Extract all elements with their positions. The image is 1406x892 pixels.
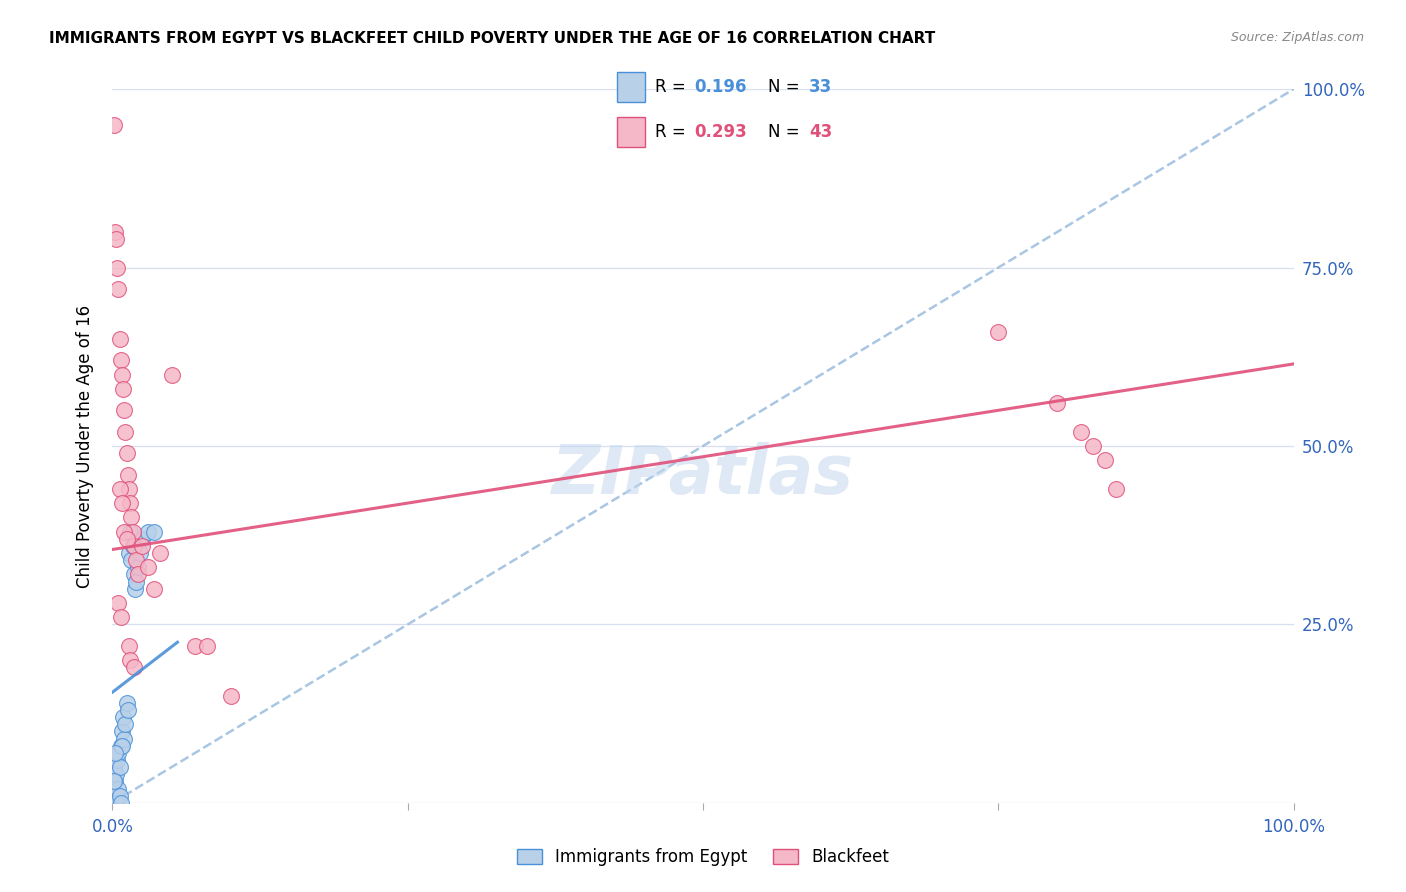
- Point: [110, 353, 132, 368]
- Text: N =: N =: [768, 78, 804, 95]
- Point: [184, 639, 207, 653]
- Point: [128, 546, 150, 560]
- Point: [987, 325, 1010, 339]
- Point: [125, 574, 148, 589]
- Point: [107, 596, 129, 610]
- Point: [115, 446, 138, 460]
- Point: [111, 368, 134, 382]
- Point: [122, 539, 145, 553]
- Text: 43: 43: [808, 123, 832, 141]
- Point: [124, 582, 146, 596]
- Point: [105, 232, 128, 246]
- Point: [121, 524, 143, 539]
- Point: [112, 524, 135, 539]
- Text: ZIPatlas: ZIPatlas: [553, 442, 853, 508]
- Text: 33: 33: [808, 78, 832, 95]
- Point: [1094, 453, 1116, 467]
- Point: [108, 482, 131, 496]
- Point: [120, 496, 142, 510]
- Point: [111, 724, 134, 739]
- Point: [104, 774, 127, 789]
- Point: [127, 560, 149, 574]
- Point: [117, 467, 139, 482]
- Point: [117, 703, 139, 717]
- Text: R =: R =: [655, 78, 692, 95]
- FancyBboxPatch shape: [617, 117, 644, 147]
- Point: [121, 539, 143, 553]
- Point: [142, 524, 165, 539]
- Point: [120, 524, 142, 539]
- Point: [105, 260, 128, 275]
- Point: [105, 796, 128, 810]
- Point: [120, 653, 142, 667]
- Point: [1046, 396, 1069, 410]
- Point: [160, 368, 183, 382]
- Point: [110, 739, 132, 753]
- Point: [112, 731, 135, 746]
- Point: [115, 532, 138, 546]
- Legend: Immigrants from Egypt, Blackfeet: Immigrants from Egypt, Blackfeet: [510, 842, 896, 873]
- Text: 0.196: 0.196: [695, 78, 747, 95]
- Point: [118, 546, 141, 560]
- Text: 0.293: 0.293: [695, 123, 747, 141]
- Point: [105, 753, 128, 767]
- Point: [115, 696, 138, 710]
- Point: [108, 760, 131, 774]
- Point: [103, 774, 125, 789]
- Point: [111, 496, 134, 510]
- Point: [103, 118, 125, 132]
- Point: [142, 582, 165, 596]
- Point: [136, 560, 159, 574]
- Point: [120, 553, 142, 567]
- Point: [114, 425, 136, 439]
- Point: [219, 689, 242, 703]
- Point: [110, 610, 132, 624]
- Text: Source: ZipAtlas.com: Source: ZipAtlas.com: [1230, 31, 1364, 45]
- Text: IMMIGRANTS FROM EGYPT VS BLACKFEET CHILD POVERTY UNDER THE AGE OF 16 CORRELATION: IMMIGRANTS FROM EGYPT VS BLACKFEET CHILD…: [49, 31, 935, 46]
- Point: [103, 760, 125, 774]
- FancyBboxPatch shape: [617, 72, 644, 102]
- Point: [131, 539, 153, 553]
- Point: [122, 660, 145, 674]
- Point: [107, 282, 129, 296]
- Point: [104, 225, 127, 239]
- Point: [131, 532, 153, 546]
- Text: R =: R =: [655, 123, 692, 141]
- Point: [127, 567, 149, 582]
- Point: [105, 789, 128, 803]
- Point: [125, 553, 148, 567]
- Point: [105, 767, 128, 781]
- Point: [114, 717, 136, 731]
- Point: [107, 746, 129, 760]
- Point: [118, 639, 141, 653]
- Point: [107, 781, 129, 796]
- Point: [1070, 425, 1092, 439]
- Point: [104, 746, 127, 760]
- Point: [108, 789, 131, 803]
- Point: [118, 482, 141, 496]
- Point: [149, 546, 172, 560]
- Point: [112, 403, 135, 417]
- Point: [111, 739, 134, 753]
- Point: [120, 510, 142, 524]
- Point: [112, 382, 135, 396]
- Point: [108, 332, 131, 346]
- Text: N =: N =: [768, 123, 804, 141]
- Point: [112, 710, 135, 724]
- Point: [110, 796, 132, 810]
- Point: [122, 567, 145, 582]
- Point: [195, 639, 218, 653]
- Point: [1105, 482, 1128, 496]
- Point: [136, 524, 159, 539]
- Y-axis label: Child Poverty Under the Age of 16: Child Poverty Under the Age of 16: [76, 304, 94, 588]
- Point: [1081, 439, 1104, 453]
